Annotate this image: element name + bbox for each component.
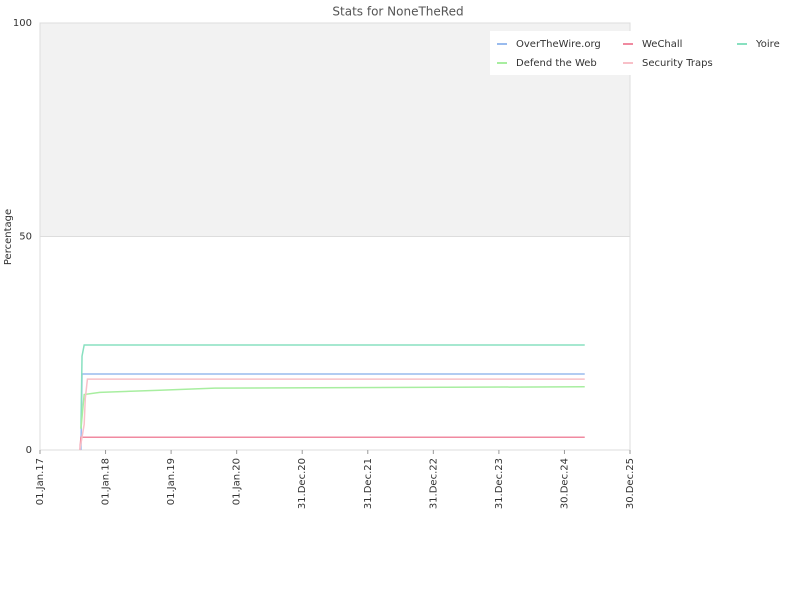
x-tick-label: 30.Dec.25 xyxy=(625,458,636,509)
legend-label: Security Traps xyxy=(642,58,713,69)
series-line xyxy=(79,378,585,451)
legend-label: OverTheWire.org xyxy=(516,39,601,50)
x-tick-label: 01.Jan.19 xyxy=(166,458,177,505)
y-tick-label: 100 xyxy=(13,18,32,29)
series-line xyxy=(80,344,585,429)
x-tick-label: 31.Dec.22 xyxy=(428,458,439,509)
x-tick-label: 01.Jan.18 xyxy=(101,458,112,505)
x-tick-label: 31.Dec.21 xyxy=(363,458,374,509)
legend-label: Defend the Web xyxy=(516,58,597,69)
x-tick-label: 01.Jan.17 xyxy=(35,458,46,505)
x-tick-label: 30.Dec.24 xyxy=(559,458,570,509)
x-tick-label: 01.Jan.20 xyxy=(232,458,243,505)
series-line xyxy=(80,386,585,429)
legend-label: Yoire xyxy=(755,39,780,50)
y-tick-label: 0 xyxy=(26,445,32,456)
x-tick-label: 31.Dec.23 xyxy=(494,458,505,509)
x-tick-label: 31.Dec.20 xyxy=(297,458,308,509)
y-axis-label: Percentage xyxy=(3,209,14,265)
chart-title: Stats for NoneTheRed xyxy=(332,5,463,19)
legend-box xyxy=(490,31,800,75)
legend-label: WeChall xyxy=(642,39,682,50)
y-tick-label: 50 xyxy=(19,232,32,243)
